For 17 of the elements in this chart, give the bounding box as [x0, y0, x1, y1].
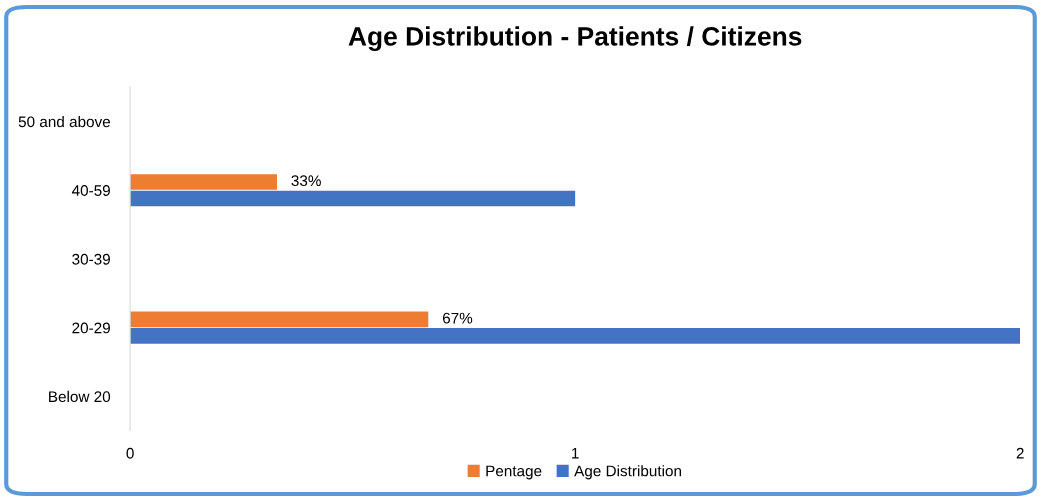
x-tick-label: 1 [572, 448, 579, 459]
data-label: 33% [291, 175, 321, 187]
bar [130, 328, 1021, 344]
y-tick-label: 20-29 [72, 322, 110, 334]
bar [130, 311, 429, 328]
bar [130, 174, 277, 190]
y-tick-label: 50 and above [18, 115, 111, 128]
chart-title: Age Distribution - Patients / Citizens [348, 26, 802, 52]
legend-label: Pentage [486, 465, 542, 480]
y-tick-label: Below 20 [49, 390, 111, 403]
y-tick-label: 30-39 [72, 253, 110, 265]
data-label: 67% [442, 312, 473, 324]
y-tick-label: 40-59 [71, 185, 110, 196]
x-tick-label: 0 [126, 447, 134, 459]
legend-label: Age Distribution [574, 465, 681, 480]
x-tick-label: 2 [1016, 447, 1024, 459]
bar [130, 190, 576, 207]
